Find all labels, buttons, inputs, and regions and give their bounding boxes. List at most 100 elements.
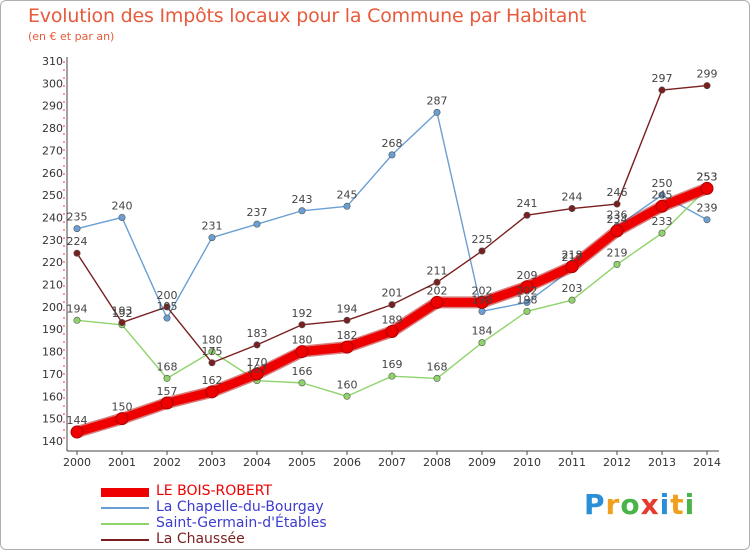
data-point (613, 260, 621, 268)
data-label: 287 (427, 94, 448, 107)
data-point (658, 86, 666, 94)
data-point (73, 249, 81, 257)
data-point (205, 385, 219, 399)
data-point (523, 298, 531, 306)
data-label: 192 (112, 307, 133, 320)
data-label: 245 (652, 188, 673, 201)
data-point (163, 303, 171, 311)
data-point (658, 229, 666, 237)
data-label: 184 (472, 325, 493, 338)
data-label: 194 (337, 302, 358, 315)
logo-letter: r (605, 488, 621, 521)
logo-letter: x (640, 488, 660, 521)
data-label: 235 (67, 211, 88, 224)
x-tick-label: 2011 (558, 456, 586, 469)
legend-label: La Chapelle-du-Bourgay (156, 499, 324, 515)
data-label: 183 (247, 327, 268, 340)
y-tick-label: 310 (42, 55, 63, 68)
data-point (478, 339, 486, 347)
data-point (250, 367, 264, 381)
data-point (298, 379, 306, 387)
data-point (433, 108, 441, 116)
data-label: 169 (382, 358, 403, 371)
data-point (208, 359, 216, 367)
data-label: 168 (157, 360, 178, 373)
y-tick-label: 220 (42, 256, 63, 269)
data-point (253, 220, 261, 228)
data-point (253, 341, 261, 349)
y-tick-label: 230 (42, 234, 63, 247)
logo-letter: P (584, 488, 606, 521)
data-label: 175 (202, 345, 223, 358)
y-tick-label: 140 (42, 435, 63, 448)
data-point (658, 191, 666, 199)
legend-swatch (101, 523, 149, 525)
data-point (73, 225, 81, 233)
data-point (208, 234, 216, 242)
data-label: 244 (562, 191, 583, 204)
data-point (565, 260, 579, 274)
chart-title: Evolution des Impôts locaux pour la Comm… (28, 5, 587, 27)
x-tick-label: 2001 (108, 456, 136, 469)
y-tick-label: 290 (42, 100, 63, 113)
data-point (700, 181, 714, 195)
y-tick-label: 170 (42, 368, 63, 381)
data-label: 160 (337, 378, 358, 391)
x-tick-label: 2012 (603, 456, 631, 469)
data-label: 224 (67, 235, 88, 248)
data-point (73, 316, 81, 324)
proxiti-logo: Proxiti (584, 488, 695, 521)
data-point (295, 345, 309, 359)
x-tick-label: 2013 (648, 456, 676, 469)
data-label: 299 (697, 68, 718, 81)
data-point (343, 392, 351, 400)
data-label: 219 (607, 246, 628, 259)
x-tick-label: 2003 (198, 456, 226, 469)
data-label: 202 (427, 284, 448, 297)
data-point (478, 247, 486, 255)
y-tick-label: 180 (42, 346, 63, 359)
data-label: 241 (517, 197, 538, 210)
y-tick-label: 210 (42, 279, 63, 292)
y-tick-label: 190 (42, 323, 63, 336)
data-label: 245 (337, 188, 358, 201)
y-tick-label: 150 (42, 413, 63, 426)
data-label: 243 (292, 193, 313, 206)
data-label: 209 (517, 269, 538, 282)
data-label: 182 (337, 329, 358, 342)
data-label: 268 (382, 137, 403, 150)
data-point (163, 314, 171, 322)
data-point (433, 278, 441, 286)
data-label: 240 (112, 199, 133, 212)
y-tick-label: 280 (42, 122, 63, 135)
data-label: 225 (472, 233, 493, 246)
data-point (160, 396, 174, 410)
logo-letter: o (620, 488, 641, 521)
data-label: 250 (652, 177, 673, 190)
data-point (298, 207, 306, 215)
data-label: 150 (112, 401, 133, 414)
x-tick-label: 2014 (693, 456, 721, 469)
data-point (163, 374, 171, 382)
data-label: 218 (562, 249, 583, 262)
data-point (433, 374, 441, 382)
y-tick-label: 270 (42, 144, 63, 157)
logo-letter: i (684, 488, 696, 521)
data-label: 234 (607, 213, 628, 226)
data-label: 237 (247, 206, 268, 219)
data-point (520, 280, 534, 294)
y-tick-label: 260 (42, 167, 63, 180)
data-point (118, 319, 126, 327)
data-label: 239 (697, 202, 718, 215)
y-tick-label: 250 (42, 189, 63, 202)
data-point (703, 82, 711, 90)
x-tick-label: 2006 (333, 456, 361, 469)
legend-label: LE BOIS-ROBERT (156, 483, 272, 499)
data-point (343, 202, 351, 210)
data-label: 180 (292, 334, 313, 347)
data-label: 193 (112, 305, 133, 318)
x-tick-label: 2002 (153, 456, 181, 469)
data-point (523, 211, 531, 219)
